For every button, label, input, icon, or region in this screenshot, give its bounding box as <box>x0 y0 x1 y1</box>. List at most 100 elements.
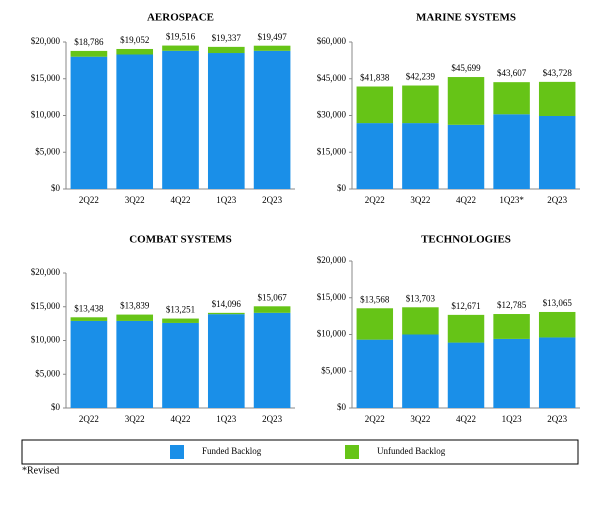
x-tick-label: 2Q22 <box>79 195 99 205</box>
y-tick-label: $5,000 <box>321 365 346 375</box>
bar-segment <box>538 115 576 189</box>
legend-swatch <box>170 445 184 459</box>
x-tick-label: 1Q23* <box>499 195 524 205</box>
bar-segment <box>447 124 485 189</box>
bar-segment <box>356 339 394 408</box>
total-label: $12,671 <box>451 301 480 311</box>
y-tick-label: $0 <box>337 183 347 193</box>
chart-title: AEROSPACE <box>147 12 214 24</box>
total-label: $45,699 <box>451 63 481 73</box>
total-label: $43,728 <box>543 68 573 78</box>
bar-segment <box>493 338 530 408</box>
x-tick-label: 3Q22 <box>125 414 145 424</box>
bar-segment <box>207 53 245 190</box>
y-tick-label: $20,000 <box>317 255 347 265</box>
y-tick-label: $10,000 <box>31 110 61 120</box>
bar-segment <box>116 54 154 190</box>
bar-segment <box>356 123 394 189</box>
bar-segment <box>253 312 291 408</box>
total-label: $41,838 <box>360 73 390 83</box>
y-tick-label: $5,000 <box>35 146 60 156</box>
total-label: $14,096 <box>212 299 242 309</box>
x-tick-label: 2Q22 <box>365 195 385 205</box>
x-tick-label: 4Q22 <box>456 414 476 424</box>
bar-segment <box>493 114 530 189</box>
bar-segment <box>253 306 291 313</box>
y-tick-label: $0 <box>337 402 347 412</box>
total-label: $13,065 <box>543 298 573 308</box>
total-label: $12,785 <box>497 300 527 310</box>
x-tick-label: 3Q22 <box>125 195 145 205</box>
bar-segment <box>162 50 199 189</box>
x-tick-label: 2Q22 <box>79 414 99 424</box>
bar-segment <box>447 314 485 343</box>
bar-segment <box>70 56 108 190</box>
total-label: $13,438 <box>74 303 104 313</box>
total-label: $18,786 <box>74 37 104 47</box>
bar-segment <box>116 48 154 55</box>
y-tick-label: $0 <box>51 183 61 193</box>
bar-segment <box>447 77 485 125</box>
total-label: $15,067 <box>257 292 287 302</box>
x-tick-label: 1Q23 <box>216 414 236 424</box>
total-label: $13,568 <box>360 294 390 304</box>
total-label: $19,052 <box>120 35 149 45</box>
legend-label: Unfunded Backlog <box>377 446 446 456</box>
bar-segment <box>70 317 108 321</box>
total-label: $13,839 <box>120 301 150 311</box>
y-tick-label: $20,000 <box>31 36 61 46</box>
total-label: $19,337 <box>212 33 242 43</box>
legend-label: Funded Backlog <box>202 446 262 456</box>
bar-segment <box>116 314 154 321</box>
y-tick-label: $45,000 <box>317 73 347 83</box>
bar-segment <box>207 46 245 54</box>
x-tick-label: 3Q22 <box>410 195 430 205</box>
bar-segment <box>162 322 199 408</box>
y-tick-label: $30,000 <box>317 110 347 120</box>
bar-segment <box>356 86 394 124</box>
total-label: $19,516 <box>166 32 196 42</box>
x-tick-label: 2Q23 <box>547 414 567 424</box>
y-tick-label: $15,000 <box>31 301 61 311</box>
total-label: $42,239 <box>406 72 436 82</box>
y-tick-label: $15,000 <box>31 73 61 83</box>
bar-segment <box>447 342 485 408</box>
footnote: *Revised <box>22 465 59 476</box>
chart-title: MARINE SYSTEMS <box>416 12 516 24</box>
chart-title: TECHNOLOGIES <box>421 234 511 246</box>
total-label: $43,607 <box>497 68 527 78</box>
bar-segment <box>402 307 439 335</box>
x-tick-label: 4Q22 <box>171 195 191 205</box>
y-tick-label: $60,000 <box>317 36 347 46</box>
bar-segment <box>253 50 291 189</box>
y-tick-label: $0 <box>51 402 61 412</box>
x-tick-label: 4Q22 <box>456 195 476 205</box>
bar-segment <box>402 334 439 408</box>
bar-segment <box>162 318 199 323</box>
bar-segment <box>356 308 394 340</box>
y-tick-label: $15,000 <box>317 292 347 302</box>
bar-segment <box>538 81 576 116</box>
x-tick-label: 2Q22 <box>365 414 385 424</box>
bar-segment <box>70 50 108 57</box>
bar-segment <box>162 45 199 51</box>
x-tick-label: 1Q23 <box>502 414 522 424</box>
x-tick-label: 4Q22 <box>171 414 191 424</box>
bar-segment <box>402 123 439 189</box>
chart-title: COMBAT SYSTEMS <box>129 234 232 246</box>
x-tick-label: 1Q23 <box>216 195 236 205</box>
bar-segment <box>538 311 576 338</box>
bar-segment <box>493 82 530 115</box>
bar-segment <box>253 45 291 51</box>
x-tick-label: 2Q23 <box>262 195 282 205</box>
x-tick-label: 2Q23 <box>262 414 282 424</box>
x-tick-label: 3Q22 <box>410 414 430 424</box>
bar-segment <box>70 320 108 408</box>
y-tick-label: $20,000 <box>31 267 61 277</box>
bar-segment <box>207 314 245 408</box>
bar-segment <box>538 337 576 408</box>
x-tick-label: 2Q23 <box>547 195 567 205</box>
legend-box <box>21 439 579 465</box>
y-tick-label: $10,000 <box>31 335 61 345</box>
